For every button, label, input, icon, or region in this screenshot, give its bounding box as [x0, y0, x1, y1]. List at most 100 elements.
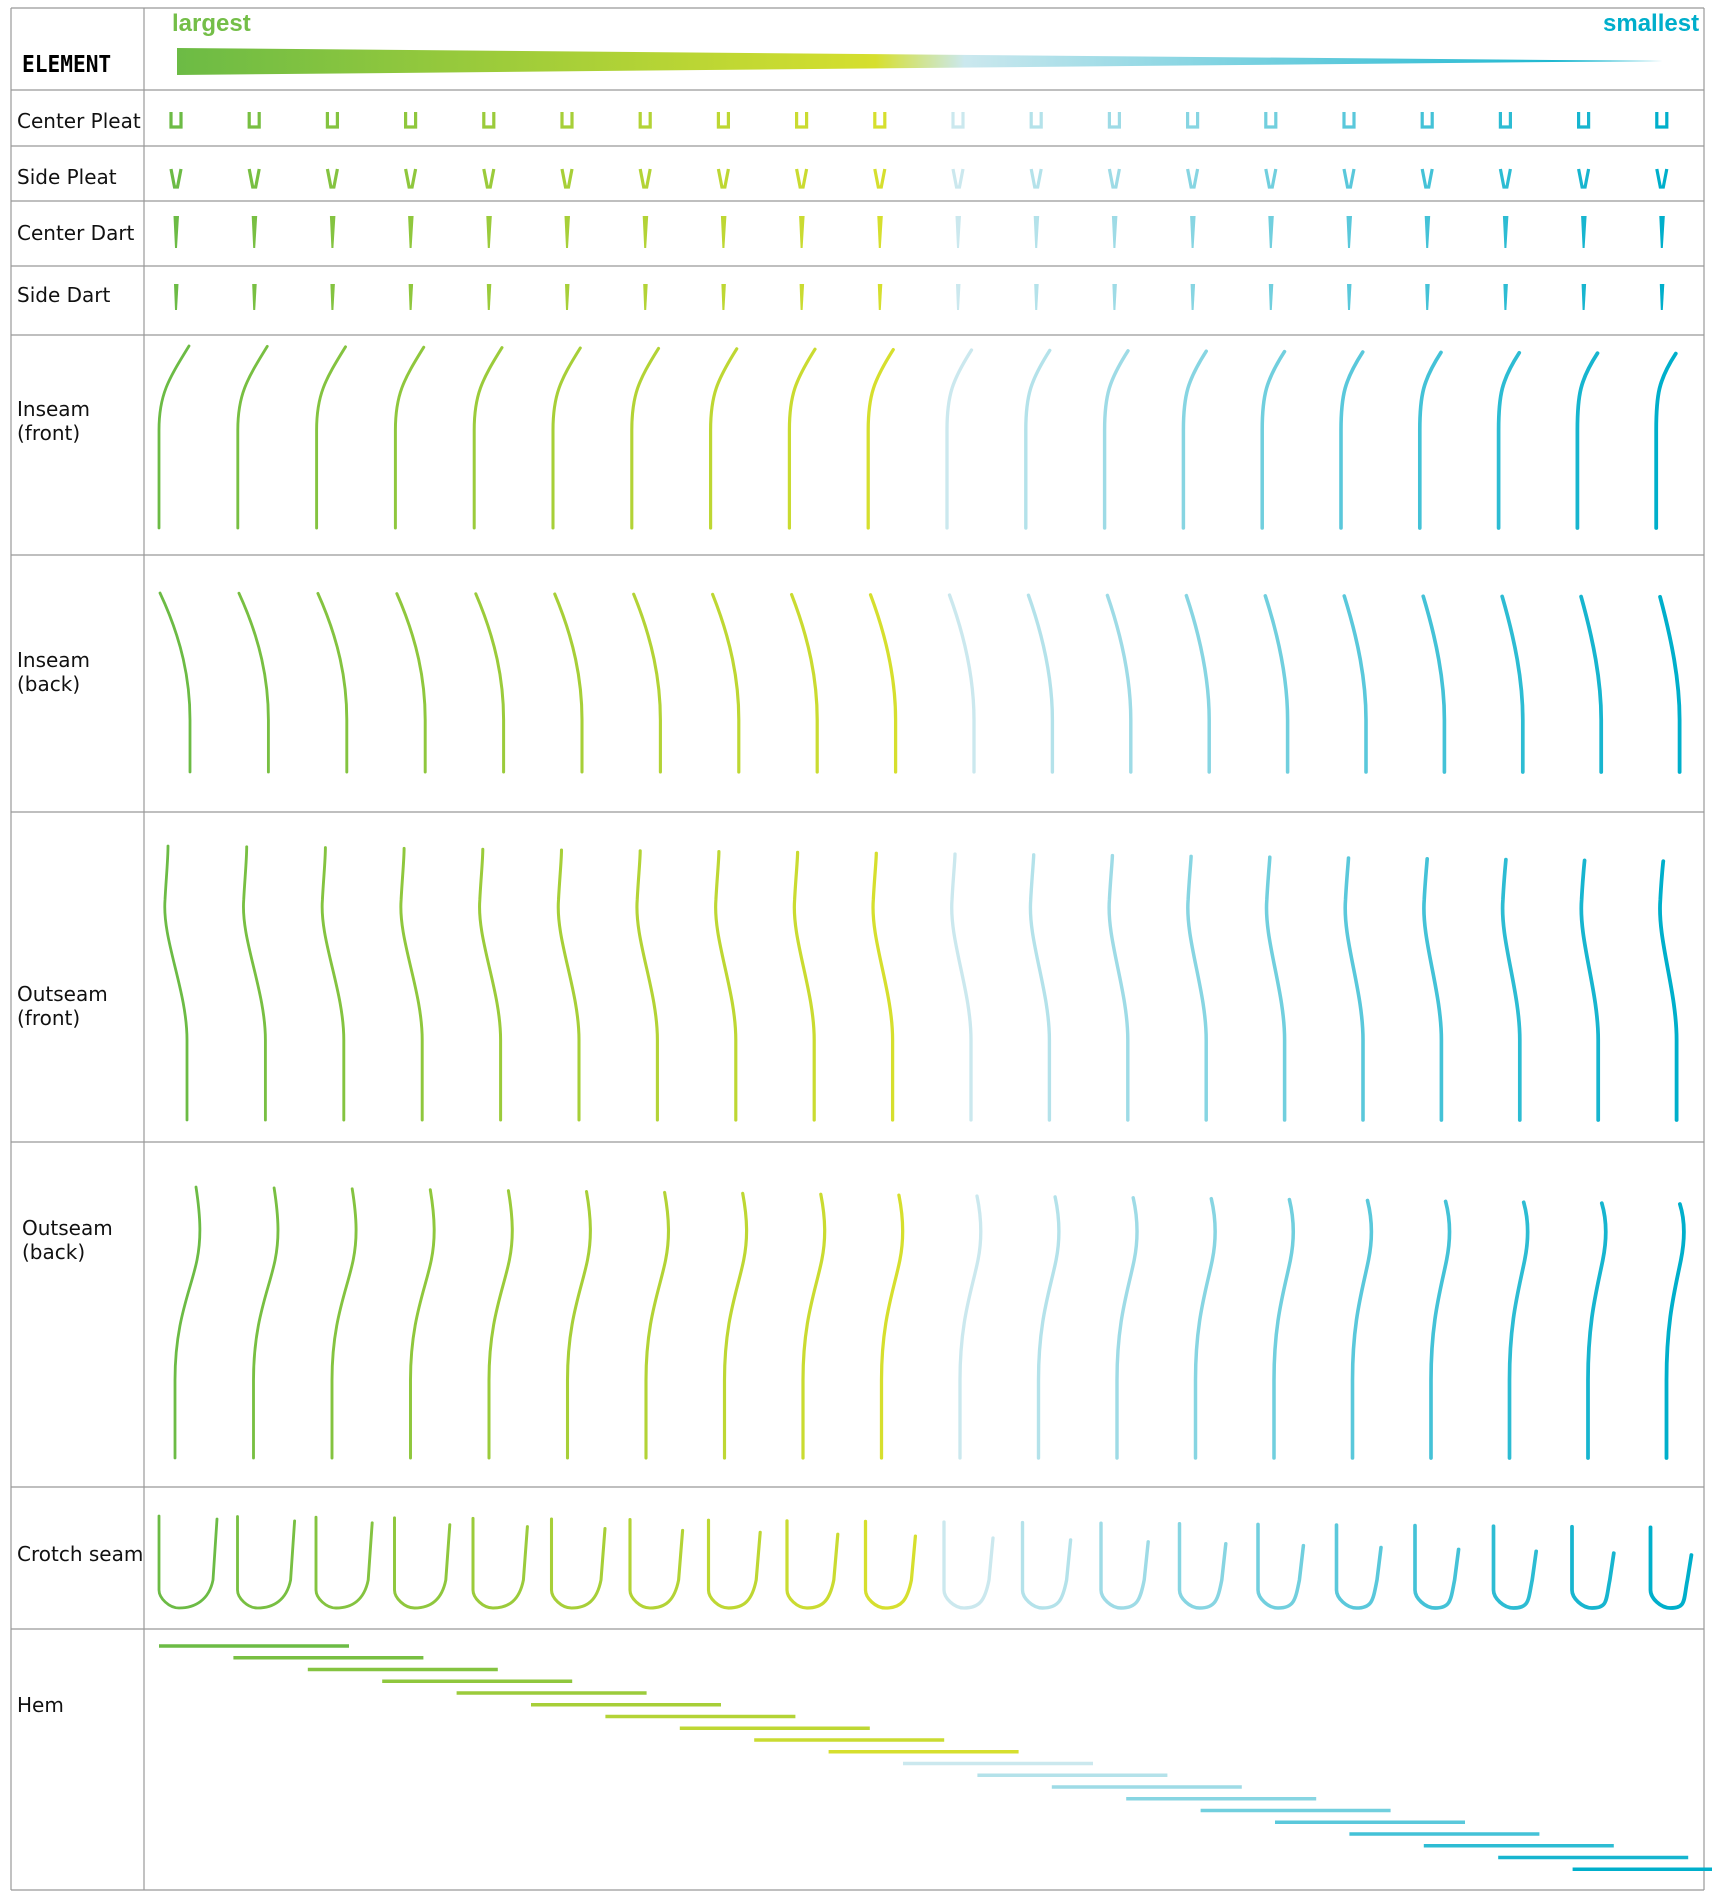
- outseam-front-curve: [635, 849, 659, 1122]
- outseam-front-curve: [871, 851, 895, 1122]
- side-pleat-mark: [951, 168, 965, 189]
- side-dart-mark: [252, 284, 257, 310]
- crotch-seam-curve: [236, 1515, 297, 1610]
- outseam-front-curve: [163, 844, 189, 1122]
- outseam-front-curve: [792, 850, 816, 1122]
- smallest-label: smallest: [1603, 10, 1700, 37]
- inseam-back-curve: [711, 592, 741, 774]
- center-dart-mark: [251, 216, 258, 248]
- largest-label: largest: [172, 10, 251, 37]
- outseam-front-curve: [399, 846, 424, 1122]
- center-dart-mark: [720, 216, 727, 248]
- side-pleat-mark: [482, 168, 496, 189]
- center-pleat-mark: [716, 112, 730, 129]
- outseam-back-curve: [1586, 1201, 1608, 1460]
- row-label-side-dart: Side Dart: [17, 283, 111, 307]
- side-dart-mark: [643, 284, 648, 310]
- outseam-back-curve: [722, 1191, 749, 1460]
- inseam-front-curve: [630, 346, 661, 530]
- side-pleat-mark: [1029, 168, 1043, 189]
- outseam-back-curve: [1272, 1197, 1296, 1460]
- crotch-seam-curve: [1570, 1524, 1616, 1610]
- center-dart-mark: [1190, 216, 1196, 248]
- center-dart-mark: [1346, 216, 1352, 248]
- side-dart-mark: [174, 284, 179, 310]
- crotch-seam-curve: [1177, 1522, 1228, 1610]
- outseam-back-curve: [801, 1192, 827, 1460]
- outseam-front-curve: [1028, 853, 1052, 1122]
- outseam-back-curve: [1507, 1200, 1530, 1460]
- crotch-seam-curve: [1256, 1522, 1306, 1610]
- inseam-front-curve: [472, 346, 504, 530]
- element-header: ELEMENT: [22, 52, 112, 78]
- center-pleat-mark: [1029, 112, 1043, 129]
- crotch-seam-curve: [1099, 1521, 1150, 1610]
- inseam-front-curve: [1102, 349, 1130, 530]
- inseam-front-curve: [236, 344, 269, 530]
- center-dart-mark: [1111, 216, 1118, 248]
- inseam-front-curve: [1181, 349, 1208, 530]
- side-dart-mark: [408, 284, 414, 310]
- center-dart-mark: [955, 216, 961, 248]
- side-pleat-mark: [1107, 168, 1121, 189]
- outseam-back-curve: [1115, 1196, 1139, 1460]
- side-pleat-mark: [638, 168, 652, 189]
- center-dart-mark: [564, 216, 570, 248]
- inseam-front-curve: [709, 347, 739, 530]
- crotch-seam-curve: [1020, 1520, 1073, 1610]
- center-dart-mark: [1033, 216, 1040, 248]
- center-dart-mark: [799, 216, 805, 248]
- side-dart-mark: [1034, 284, 1039, 310]
- side-dart-mark: [330, 284, 335, 310]
- center-pleat-mark: [795, 112, 809, 129]
- row-label-outseam-front: Outseam (front): [17, 982, 108, 1030]
- outseam-front-curve: [1579, 858, 1601, 1122]
- center-pleat-mark: [1186, 112, 1200, 129]
- outseam-back-curve: [1350, 1198, 1374, 1460]
- outseam-back-curve: [1193, 1196, 1217, 1460]
- crotch-seam-curve: [471, 1516, 529, 1610]
- side-dart-mark: [1503, 284, 1508, 310]
- outseam-front-curve: [1343, 856, 1365, 1122]
- center-dart-mark: [642, 216, 649, 248]
- row-label-center-dart: Center Dart: [17, 221, 135, 245]
- center-dart-mark: [1424, 216, 1431, 248]
- inseam-front-curve: [315, 345, 347, 530]
- side-dart-mark: [1425, 284, 1430, 310]
- outseam-front-curve: [556, 848, 581, 1122]
- center-pleat-mark: [169, 112, 183, 129]
- side-pleat-mark: [560, 168, 574, 189]
- outseam-front-curve: [1422, 856, 1444, 1122]
- outseam-back-curve: [1664, 1202, 1686, 1460]
- inseam-back-curve: [632, 592, 662, 774]
- inseam-front-curve: [551, 346, 582, 530]
- center-dart-mark: [1659, 216, 1665, 248]
- outseam-back-curve: [644, 1190, 671, 1460]
- outseam-back-curve: [173, 1185, 202, 1460]
- inseam-front-curve: [157, 344, 191, 530]
- row-label-center-pleat: Center Pleat: [17, 109, 141, 133]
- side-dart-mark: [1581, 284, 1587, 310]
- inseam-back-curve: [1500, 594, 1525, 774]
- crotch-seam-curve: [863, 1519, 918, 1610]
- outseam-back-curve: [330, 1187, 358, 1460]
- center-pleat-mark: [404, 112, 418, 129]
- inseam-back-curve: [1105, 593, 1133, 774]
- inseam-back-curve: [1263, 594, 1290, 774]
- crotch-seam-curve: [628, 1518, 685, 1610]
- center-dart-mark: [1502, 216, 1509, 248]
- side-pleat-mark: [1186, 168, 1200, 189]
- crotch-seam-curve: [706, 1518, 762, 1610]
- center-dart-mark: [408, 216, 414, 248]
- center-pleat-mark: [1498, 112, 1512, 129]
- crotch-seam-curve: [785, 1519, 840, 1610]
- outseam-front-curve: [1500, 857, 1522, 1122]
- row-label-crotch-seam: Crotch seam: [17, 1542, 144, 1566]
- crotch-seam-curve: [1334, 1523, 1383, 1610]
- side-dart-mark: [1268, 284, 1274, 310]
- crotch-seam-curve: [1413, 1523, 1461, 1610]
- center-dart-mark: [1268, 216, 1274, 248]
- crotch-seam-curve: [314, 1515, 374, 1610]
- side-pleat-mark: [1342, 168, 1356, 189]
